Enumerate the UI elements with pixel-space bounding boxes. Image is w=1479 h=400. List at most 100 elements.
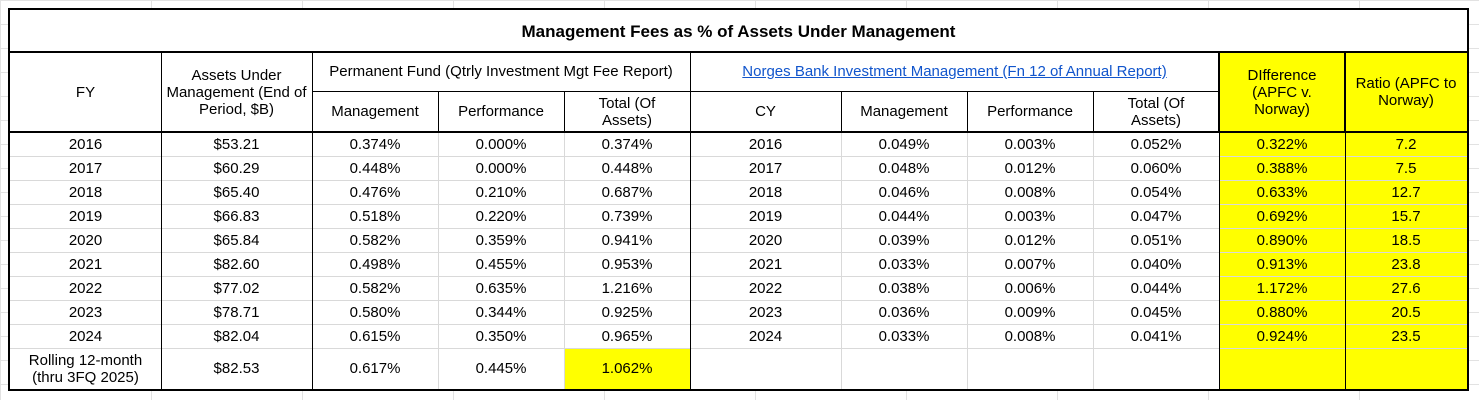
- cell-nb-total[interactable]: 0.045%: [1130, 303, 1182, 321]
- cell-fy[interactable]: 2017: [68, 159, 103, 177]
- rolling-label[interactable]: Rolling 12-month (thru 3FQ 2025): [28, 351, 143, 386]
- cell-ratio[interactable]: 18.5: [1345, 228, 1467, 252]
- cell-nb-management[interactable]: 0.049%: [878, 135, 930, 153]
- cell-fy[interactable]: 2023: [68, 303, 103, 321]
- header-cy[interactable]: CY: [755, 103, 776, 120]
- cell-ratio[interactable]: 7.2: [1345, 132, 1467, 156]
- cell-ratio[interactable]: 20.5: [1345, 300, 1467, 324]
- cell-difference[interactable]: 0.924%: [1219, 324, 1345, 348]
- cell-pf-total[interactable]: 0.374%: [601, 135, 653, 153]
- cell-difference[interactable]: 0.322%: [1219, 132, 1345, 156]
- rolling-pf-management[interactable]: 0.617%: [349, 360, 401, 377]
- cell-aum[interactable]: $60.29: [213, 159, 260, 177]
- cell-nb-total[interactable]: 0.052%: [1130, 135, 1182, 153]
- rolling-ratio-empty[interactable]: [1345, 348, 1467, 389]
- header-nb-management[interactable]: Management: [860, 103, 948, 120]
- cell-pf-management[interactable]: 0.615%: [349, 327, 401, 345]
- header-aum[interactable]: Assets Under Management (End of Period, …: [166, 66, 307, 118]
- cell-nb-performance[interactable]: 0.012%: [1004, 159, 1056, 177]
- cell-fy[interactable]: 2016: [68, 135, 103, 153]
- header-permanent-fund[interactable]: Permanent Fund (Qtrly Investment Mgt Fee…: [329, 63, 673, 80]
- cell-pf-management[interactable]: 0.518%: [349, 207, 401, 225]
- cell-nb-performance[interactable]: 0.006%: [1004, 279, 1056, 297]
- cell-pf-performance[interactable]: 0.635%: [475, 279, 527, 297]
- header-ratio[interactable]: Ratio (APFC to Norway): [1345, 52, 1467, 132]
- cell-nb-total[interactable]: 0.054%: [1130, 183, 1182, 201]
- cell-fy[interactable]: 2024: [68, 327, 103, 345]
- cell-ratio[interactable]: 15.7: [1345, 204, 1467, 228]
- cell-pf-total[interactable]: 1.216%: [601, 279, 653, 297]
- cell-pf-performance[interactable]: 0.359%: [475, 231, 527, 249]
- cell-aum[interactable]: $53.21: [213, 135, 260, 153]
- cell-ratio[interactable]: 23.5: [1345, 324, 1467, 348]
- cell-fy[interactable]: 2019: [68, 207, 103, 225]
- cell-cy[interactable]: 2017: [748, 159, 783, 177]
- cell-pf-total[interactable]: 0.448%: [601, 159, 653, 177]
- cell-pf-performance[interactable]: 0.220%: [475, 207, 527, 225]
- cell-nb-total[interactable]: 0.047%: [1130, 207, 1182, 225]
- cell-pf-total[interactable]: 0.925%: [601, 303, 653, 321]
- cell-nb-performance[interactable]: 0.009%: [1004, 303, 1056, 321]
- cell-difference[interactable]: 0.890%: [1219, 228, 1345, 252]
- cell-cy[interactable]: 2022: [748, 279, 783, 297]
- header-pf-total[interactable]: Total (Of Assets): [598, 94, 656, 129]
- cell-nb-performance[interactable]: 0.008%: [1004, 183, 1056, 201]
- header-fy[interactable]: FY: [75, 83, 96, 101]
- cell-aum[interactable]: $65.40: [213, 183, 260, 201]
- cell-pf-management[interactable]: 0.582%: [349, 231, 401, 249]
- cell-ratio[interactable]: 7.5: [1345, 156, 1467, 180]
- cell-aum[interactable]: $82.04: [213, 327, 260, 345]
- cell-difference[interactable]: 1.172%: [1219, 276, 1345, 300]
- cell-nb-total[interactable]: 0.041%: [1130, 327, 1182, 345]
- cell-nb-performance[interactable]: 0.008%: [1004, 327, 1056, 345]
- cell-difference[interactable]: 0.913%: [1219, 252, 1345, 276]
- cell-pf-management[interactable]: 0.476%: [349, 183, 401, 201]
- cell-pf-total[interactable]: 0.687%: [601, 183, 653, 201]
- cell-difference[interactable]: 0.692%: [1219, 204, 1345, 228]
- cell-fy[interactable]: 2021: [68, 255, 103, 273]
- cell-ratio[interactable]: 23.8: [1345, 252, 1467, 276]
- cell-nb-management[interactable]: 0.048%: [878, 159, 930, 177]
- cell-nb-management[interactable]: 0.033%: [878, 255, 930, 273]
- cell-aum[interactable]: $66.83: [213, 207, 260, 225]
- cell-pf-management[interactable]: 0.374%: [349, 135, 401, 153]
- cell-difference[interactable]: 0.633%: [1219, 180, 1345, 204]
- cell-nb-total[interactable]: 0.051%: [1130, 231, 1182, 249]
- table-title[interactable]: Management Fees as % of Assets Under Man…: [521, 21, 956, 41]
- cell-cy[interactable]: 2021: [748, 255, 783, 273]
- rolling-difference-empty[interactable]: [1219, 348, 1345, 389]
- cell-pf-performance[interactable]: 0.000%: [475, 159, 527, 177]
- cell-pf-management[interactable]: 0.448%: [349, 159, 401, 177]
- cell-nb-management[interactable]: 0.038%: [878, 279, 930, 297]
- rolling-empty-cells[interactable]: [690, 348, 1219, 389]
- cell-nb-performance[interactable]: 0.003%: [1004, 135, 1056, 153]
- rolling-aum[interactable]: $82.53: [213, 360, 260, 377]
- norges-bank-link[interactable]: Norges Bank Investment Management (Fn 12…: [742, 63, 1167, 80]
- cell-nb-total[interactable]: 0.060%: [1130, 159, 1182, 177]
- header-pf-performance[interactable]: Performance: [458, 103, 544, 120]
- cell-cy[interactable]: 2024: [748, 327, 783, 345]
- cell-pf-management[interactable]: 0.498%: [349, 255, 401, 273]
- cell-aum[interactable]: $65.84: [213, 231, 260, 249]
- cell-cy[interactable]: 2019: [748, 207, 783, 225]
- cell-cy[interactable]: 2020: [748, 231, 783, 249]
- header-nb-total[interactable]: Total (Of Assets): [1127, 94, 1185, 129]
- cell-fy[interactable]: 2020: [68, 231, 103, 249]
- cell-pf-management[interactable]: 0.582%: [349, 279, 401, 297]
- cell-aum[interactable]: $82.60: [213, 255, 260, 273]
- cell-pf-performance[interactable]: 0.344%: [475, 303, 527, 321]
- cell-pf-total[interactable]: 0.739%: [601, 207, 653, 225]
- cell-pf-total[interactable]: 0.941%: [601, 231, 653, 249]
- header-nb-performance[interactable]: Performance: [987, 103, 1073, 120]
- cell-aum[interactable]: $78.71: [213, 303, 260, 321]
- cell-cy[interactable]: 2016: [748, 135, 783, 153]
- cell-nb-management[interactable]: 0.046%: [878, 183, 930, 201]
- cell-cy[interactable]: 2023: [748, 303, 783, 321]
- cell-cy[interactable]: 2018: [748, 183, 783, 201]
- cell-fy[interactable]: 2018: [68, 183, 103, 201]
- header-pf-management[interactable]: Management: [331, 103, 419, 120]
- cell-pf-total[interactable]: 0.953%: [601, 255, 653, 273]
- cell-ratio[interactable]: 27.6: [1345, 276, 1467, 300]
- cell-pf-performance[interactable]: 0.210%: [475, 183, 527, 201]
- cell-pf-total[interactable]: 0.965%: [601, 327, 653, 345]
